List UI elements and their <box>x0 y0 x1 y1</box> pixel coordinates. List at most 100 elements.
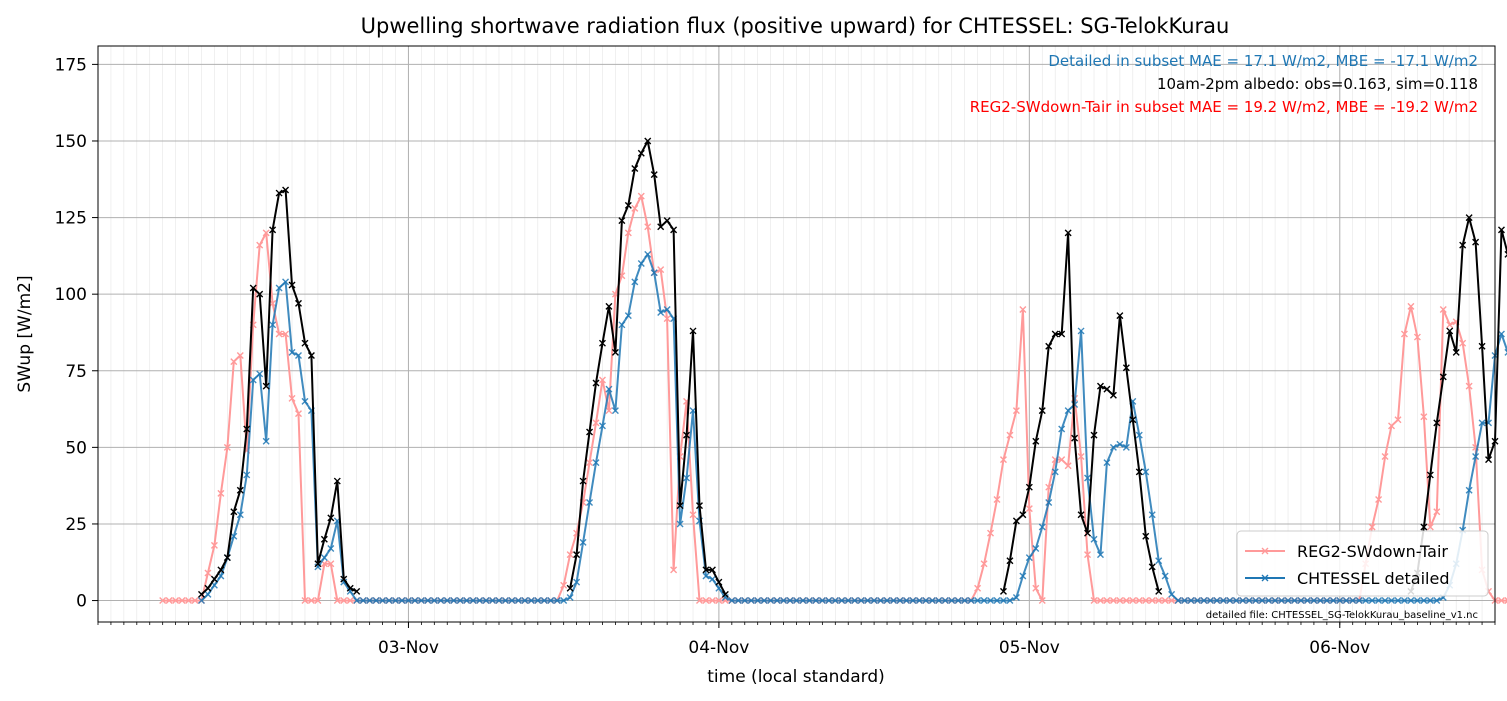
data-point <box>566 593 574 601</box>
data-point <box>230 532 238 540</box>
data-point <box>1310 597 1318 605</box>
data-point <box>560 597 568 605</box>
data-point <box>1019 305 1027 313</box>
data-point <box>980 560 988 568</box>
data-point <box>663 217 671 225</box>
data-point <box>961 597 969 605</box>
data-point <box>1329 597 1337 605</box>
data-point <box>1045 499 1053 507</box>
data-point <box>1038 597 1046 605</box>
data-point <box>586 499 594 507</box>
data-point <box>631 204 639 212</box>
data-point <box>288 281 296 289</box>
data-point <box>1497 330 1505 338</box>
data-point <box>566 584 574 592</box>
data-point <box>1426 471 1434 479</box>
data-point <box>637 260 645 268</box>
data-point <box>275 330 283 338</box>
data-point <box>1019 511 1027 519</box>
data-point <box>605 302 613 310</box>
data-point <box>1012 407 1020 415</box>
y-tick-label: 75 <box>65 362 87 382</box>
data-point <box>799 597 807 605</box>
data-point <box>197 597 205 605</box>
data-point <box>1006 597 1014 605</box>
data-point <box>1459 339 1467 347</box>
data-point <box>1400 597 1408 605</box>
data-point <box>754 597 762 605</box>
data-point <box>295 351 302 359</box>
data-point <box>320 554 328 562</box>
data-point <box>1012 517 1020 525</box>
data-point <box>928 597 936 605</box>
data-point <box>1155 587 1163 595</box>
data-point <box>708 575 716 583</box>
data-point <box>320 535 328 543</box>
data-point <box>1135 597 1143 605</box>
axis-layer: 03-Nov 04-Nov 05-Nov 06-Nov 0 25 50 75 100 125 150… <box>55 55 1496 658</box>
data-point <box>463 597 471 605</box>
chart-title: Upwelling shortwave radiation flux (posi… <box>361 14 1230 38</box>
data-point <box>702 597 710 605</box>
annotation-layer: Detailed in subset MAE = 17.1 W/m2, MBE … <box>970 52 1478 116</box>
data-point <box>1116 597 1124 605</box>
data-point <box>547 597 555 605</box>
data-point <box>1349 597 1357 605</box>
data-point <box>1459 241 1467 249</box>
data-point <box>1187 597 1195 605</box>
data-point <box>301 339 309 347</box>
data-point <box>663 305 671 313</box>
data-point <box>1116 312 1124 320</box>
data-point <box>262 437 270 445</box>
data-point <box>1193 597 1201 605</box>
data-point <box>631 278 639 286</box>
data-point <box>864 597 872 605</box>
data-point <box>657 309 665 317</box>
data-point <box>941 597 949 605</box>
data-point <box>256 241 264 249</box>
data-point <box>637 149 645 157</box>
data-point <box>223 443 231 451</box>
data-point <box>1478 342 1486 350</box>
data-point <box>618 217 626 225</box>
data-point <box>1058 456 1066 464</box>
data-point <box>1058 330 1066 338</box>
data-point <box>1472 238 1480 246</box>
data-point <box>1265 597 1273 605</box>
data-point <box>644 250 652 258</box>
data-point <box>165 597 173 605</box>
data-point <box>482 597 490 605</box>
data-point <box>1077 453 1085 461</box>
data-point <box>353 587 361 595</box>
data-point <box>708 597 716 605</box>
data-point <box>650 269 658 277</box>
x-tick-label: 03-Nov <box>378 638 439 658</box>
data-point <box>1355 597 1363 605</box>
x-tick-label: 06-Nov <box>1309 638 1370 658</box>
data-point <box>275 284 283 292</box>
data-point <box>1071 434 1079 442</box>
data-point <box>1291 597 1298 605</box>
data-point <box>1446 327 1454 335</box>
data-point <box>540 597 548 605</box>
data-point <box>605 385 613 393</box>
data-point <box>489 597 497 605</box>
data-point <box>1051 468 1059 476</box>
data-point <box>282 330 290 338</box>
data-point <box>676 502 684 510</box>
data-point <box>637 192 645 200</box>
data-point <box>1278 597 1286 605</box>
data-point <box>1433 508 1441 516</box>
data-point <box>1394 597 1402 605</box>
data-point <box>1504 348 1507 356</box>
data-point <box>288 348 296 356</box>
data-point <box>586 428 594 436</box>
data-point <box>598 376 606 384</box>
series-observed <box>197 137 1507 598</box>
data-point <box>1271 597 1279 605</box>
data-point <box>307 597 315 605</box>
data-point <box>1497 597 1505 605</box>
footnote: detailed file: CHTESSEL_SG-TelokKurau_ba… <box>1206 610 1478 621</box>
data-point <box>346 584 354 592</box>
